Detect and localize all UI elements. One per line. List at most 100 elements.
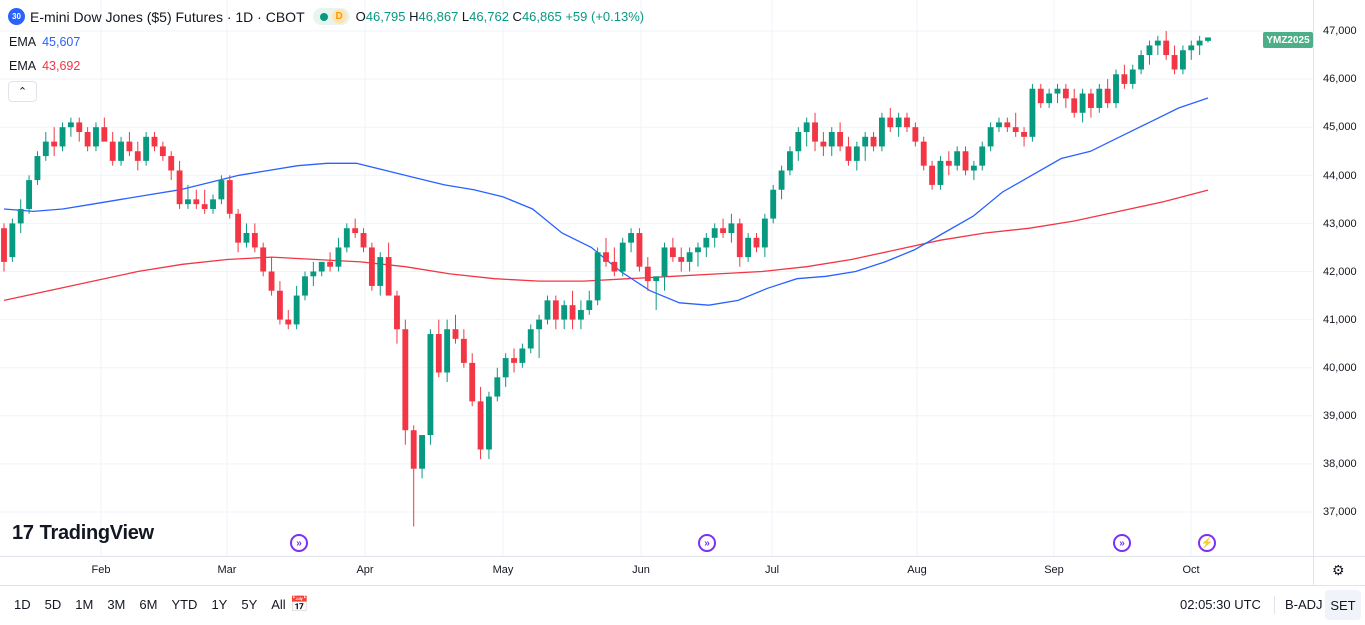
candle[interactable] [368,242,375,291]
candle[interactable] [93,122,99,152]
candle[interactable] [109,132,116,166]
candle[interactable] [419,435,425,479]
candle[interactable] [168,151,175,181]
range-3m-button[interactable]: 3M [107,597,126,612]
candle[interactable] [143,132,150,166]
candle[interactable] [59,122,66,152]
session-button[interactable]: SET [1325,590,1361,620]
candle[interactable] [402,319,409,445]
candle[interactable] [636,228,643,272]
candle[interactable] [837,122,844,152]
candle[interactable] [34,151,41,185]
candle[interactable] [895,112,902,137]
market-status-pill[interactable]: D [312,8,350,25]
candle[interactable] [210,194,216,214]
candle[interactable] [193,189,200,209]
candle[interactable] [1046,88,1053,108]
calendar-icon[interactable]: 📅 [290,596,309,613]
candle[interactable] [536,314,543,359]
candle[interactable] [134,141,141,171]
candle[interactable] [9,218,16,262]
candle[interactable] [996,117,1002,133]
candle[interactable] [878,112,885,152]
candle[interactable] [853,141,860,171]
candle[interactable] [360,228,367,253]
candle[interactable] [569,290,576,330]
candle[interactable] [486,391,492,460]
candle[interactable] [1029,83,1036,142]
time-axis[interactable]: Feb Mar Apr May Jun Jul Aug Sep Oct [0,556,1313,585]
tradingview-logo[interactable]: 17 TradingView [12,522,154,544]
range-1d-button[interactable]: 1D [14,597,31,612]
candle[interactable] [912,122,919,147]
candle[interactable] [460,329,467,368]
candle[interactable] [176,160,183,209]
candle[interactable] [628,228,635,253]
candle[interactable] [527,324,534,354]
adjustment-toggle[interactable]: B-ADJ [1285,597,1323,612]
candle[interactable] [67,117,74,137]
candle[interactable] [870,132,877,152]
candle[interactable] [661,242,668,291]
candle[interactable] [1104,79,1111,108]
candle[interactable] [945,151,952,176]
candle[interactable] [452,314,459,344]
collapse-legend-button[interactable]: ⌃ [8,81,37,102]
candle[interactable] [1062,83,1069,108]
candle[interactable] [26,175,33,214]
candle[interactable] [394,290,400,344]
chart-pane[interactable]: 30 E-mini Dow Jones ($5) Futures · 1D · … [0,0,1313,556]
candle[interactable] [828,127,835,157]
candle[interactable] [201,189,208,214]
candle[interactable] [51,127,58,157]
range-ytd-button[interactable]: YTD [171,597,198,612]
candle[interactable] [1,223,7,272]
candle[interactable] [1004,117,1011,133]
candle[interactable] [619,237,626,277]
candle[interactable] [778,165,785,200]
candle[interactable] [1138,50,1145,75]
candle[interactable] [151,132,158,152]
delayed-data-badge[interactable]: D [331,9,347,24]
candle[interactable] [1154,35,1161,56]
candle[interactable] [1021,127,1027,147]
candle[interactable] [502,353,509,387]
candle[interactable] [761,213,768,258]
candle[interactable] [929,160,936,190]
candle[interactable] [904,112,910,133]
candle[interactable] [260,242,267,277]
candle[interactable] [1129,64,1136,89]
candle[interactable] [653,276,660,310]
candle[interactable] [101,117,108,142]
range-1y-button[interactable]: 1Y [211,597,228,612]
candle[interactable] [770,184,777,224]
dividend-event-icon[interactable]: » [1113,534,1131,552]
candle[interactable] [268,257,275,296]
candle[interactable] [686,247,693,272]
candle[interactable] [410,425,417,527]
candle[interactable] [1163,31,1170,60]
candle[interactable] [695,242,701,267]
candle[interactable] [243,223,250,248]
candle[interactable] [594,247,601,306]
candle[interactable] [561,300,568,330]
candle[interactable] [42,132,49,161]
candle[interactable] [1054,83,1061,104]
ema-fast-legend[interactable]: EMA 45,607 [9,35,81,49]
candle[interactable] [76,117,83,142]
range-6m-button[interactable]: 6M [139,597,158,612]
candle[interactable] [711,223,718,248]
candle[interactable] [377,252,384,296]
candle[interactable] [745,233,752,262]
candle[interactable] [218,175,225,205]
candle[interactable] [603,237,609,267]
symbol-badge[interactable]: 30 [8,8,25,25]
candle[interactable] [736,218,743,267]
candle[interactable] [1171,45,1178,75]
candle[interactable] [586,290,593,315]
candle[interactable] [795,127,802,161]
candle[interactable] [1196,35,1203,56]
dividend-event-icon[interactable]: » [290,534,308,552]
candle[interactable] [920,136,927,171]
candle[interactable] [385,242,392,296]
